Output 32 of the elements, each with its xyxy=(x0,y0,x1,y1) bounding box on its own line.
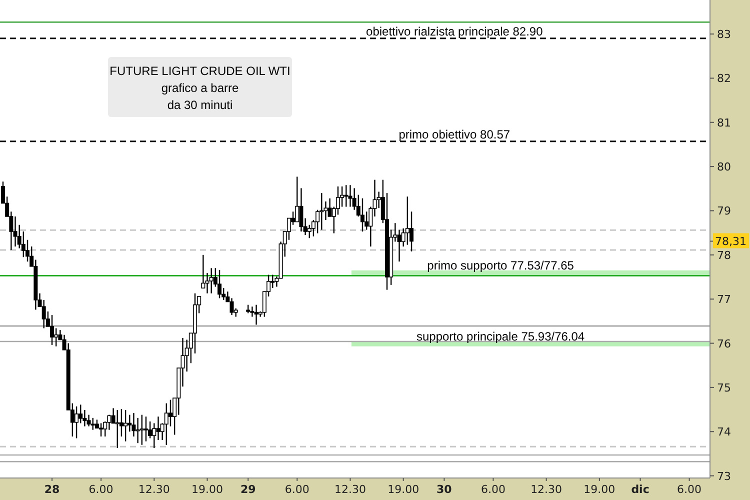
y-tick-label: 83 xyxy=(717,28,731,42)
x-tick-label: 19.00 xyxy=(584,483,616,496)
band-label: supporto principale 75.93/76.04 xyxy=(416,329,585,344)
x-tick-label: 12.30 xyxy=(530,483,562,496)
x-tick-label: 6.00 xyxy=(677,483,702,496)
x-tick-label: 12.30 xyxy=(138,483,170,496)
band-label: primo supporto 77.53/77.65 xyxy=(427,258,574,272)
y-tick-label: 79 xyxy=(717,204,731,218)
y-tick-label: 73 xyxy=(717,470,731,483)
y-tick-label: 75 xyxy=(717,381,731,394)
x-tick-label: 6.00 xyxy=(88,483,114,496)
y-tick-label: 80 xyxy=(717,160,731,174)
x-tick-label: 19.00 xyxy=(388,483,420,496)
x-tick-label: 30 xyxy=(436,483,452,496)
text: FUTURE LIGHT CRUDE OIL WTI xyxy=(110,64,290,78)
x-tick-label: 19.00 xyxy=(192,483,224,496)
y-tick-label: 81 xyxy=(717,116,731,130)
x-tick-label: 6.00 xyxy=(284,483,310,496)
y-tick-label: 76 xyxy=(717,337,731,350)
x-tick-label: 29 xyxy=(240,483,256,496)
y-tick-label: 77 xyxy=(717,293,731,306)
y-tick-label: 78 xyxy=(717,248,731,262)
ref-line-label: primo obiettivo 80.57 xyxy=(398,127,510,142)
y-tick-label: 82 xyxy=(717,72,731,86)
x-tick-label: dic xyxy=(631,483,650,496)
text: grafico a barre da 30 minuti xyxy=(161,81,240,112)
x-tick-label: 28 xyxy=(44,483,60,496)
x-tick-label: 12.30 xyxy=(334,483,366,496)
x-tick-label: 6.00 xyxy=(480,483,506,496)
y-tick-label: 74 xyxy=(717,426,731,439)
y-tick-label: 78,31 xyxy=(715,235,746,248)
ref-line-label: obiettivo rialzista principale 82.90 xyxy=(366,24,544,38)
